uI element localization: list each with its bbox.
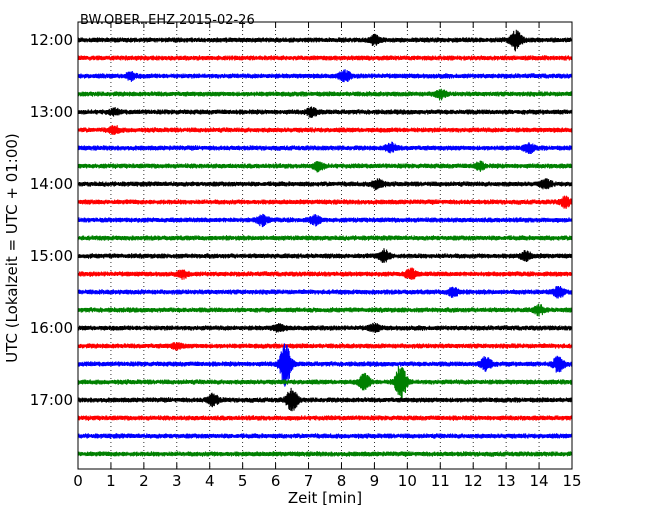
x-tick-label: 11 [431,472,450,490]
x-axis-label: Zeit [min] [288,489,362,507]
x-tick-label: 6 [271,472,281,490]
seismogram-trace [77,342,573,351]
seismogram-trace [77,69,573,83]
seismogram-trace [77,415,573,421]
x-tick-label: 4 [205,472,215,490]
seismogram-trace [77,235,573,241]
seismogram-trace [77,178,573,191]
seismogram-trace [77,343,573,387]
seismogram-trace [77,322,573,334]
seismogram-traces [77,29,573,457]
x-tick-label: 9 [370,472,380,490]
y-tick-label: 16:00 [30,319,73,337]
x-tick-label: 5 [238,472,248,490]
plot-frame [77,21,573,470]
x-tick-label: 1 [106,472,116,490]
x-axis-ticks: 0 1 2 3 4 5 6 7 8 9 10 11 12 13 14 15 [73,22,582,490]
seismogram-trace [77,248,573,263]
seismogram-trace [77,451,573,457]
seismogram-trace [77,213,573,228]
seismogram-trace [77,106,573,118]
seismogram-trace [77,88,573,101]
x-tick-label: 2 [139,472,149,490]
x-tick-label: 10 [398,472,417,490]
x-tick-label: 15 [562,472,581,490]
seismogram-trace [77,303,573,317]
x-tick-label: 13 [497,472,516,490]
y-tick-label: 17:00 [30,391,73,409]
plot-frame-box [77,21,573,470]
y-axis-ticks: 12:00 13:00 14:00 15:00 16:00 17:00 [30,31,572,409]
x-tick-label: 14 [530,472,549,490]
x-tick-label: 3 [172,472,182,490]
seismogram-trace [77,267,573,281]
seismogram-trace [77,160,573,173]
seismogram-trace [77,29,573,52]
seismogram-trace [77,125,573,135]
x-tick-label: 8 [337,472,347,490]
seismogram-trace [77,285,573,299]
seismogram-trace [77,55,573,61]
chart-title: BW.OBER..EHZ 2015-02-26 [80,13,255,28]
x-tick-label: 7 [304,472,314,490]
y-tick-label: 13:00 [30,103,73,121]
seismogram-trace [77,195,573,210]
seismogram-trace [77,141,573,155]
y-tick-label: 15:00 [30,247,73,265]
seismogram-trace [77,387,573,412]
y-tick-label: 12:00 [30,31,73,49]
x-tick-label: 12 [464,472,483,490]
grid-lines [110,22,540,469]
y-tick-label: 14:00 [30,175,73,193]
seismogram-trace [77,433,573,439]
x-tick-label: 0 [73,472,83,490]
y-axis-label: UTC (Lokalzeit = UTC + 01:00) [3,133,21,363]
seismogram-trace [77,366,573,402]
